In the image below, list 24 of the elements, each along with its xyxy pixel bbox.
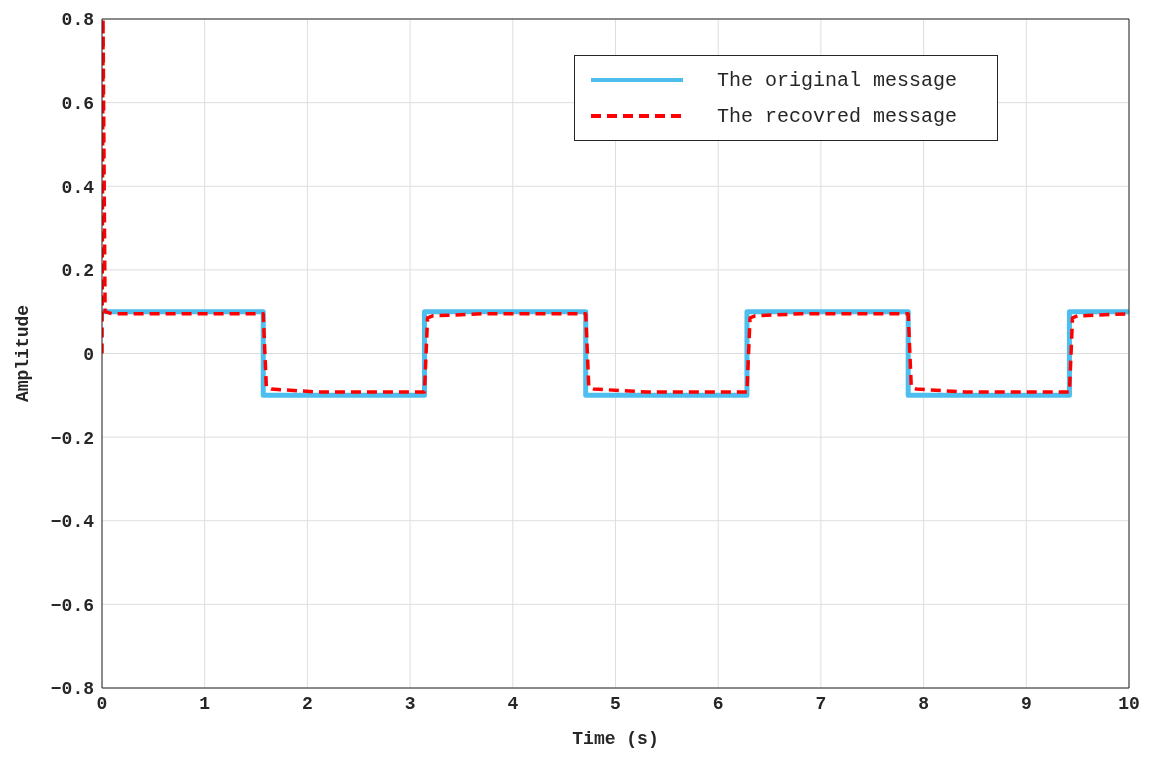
x-tick-label: 3 bbox=[404, 693, 416, 714]
legend-label: The original message bbox=[716, 68, 957, 92]
x-axis-title: Time (s) bbox=[572, 729, 659, 749]
y-tick-label: −0.2 bbox=[50, 428, 94, 449]
y-tick-label: −0.4 bbox=[50, 512, 95, 533]
y-tick-label: −0.8 bbox=[50, 679, 94, 700]
y-tick-label: 0 bbox=[83, 344, 94, 365]
x-tick-label: 7 bbox=[815, 693, 827, 714]
y-tick-label: 0.8 bbox=[61, 10, 94, 31]
x-tick-label: 6 bbox=[712, 693, 724, 714]
legend-label: The recovred message bbox=[716, 104, 957, 128]
x-tick-label: 0 bbox=[96, 693, 108, 714]
y-tick-label: 0.4 bbox=[61, 177, 95, 198]
y-axis-title: Amplitude bbox=[13, 304, 34, 403]
y-tick-label: −0.6 bbox=[50, 595, 94, 616]
y-tick-label: 0.2 bbox=[61, 261, 94, 282]
x-tick-label: 8 bbox=[918, 693, 930, 714]
x-tick-label: 4 bbox=[507, 693, 519, 714]
y-tick-label: 0.6 bbox=[61, 94, 94, 115]
x-tick-label: 10 bbox=[1118, 693, 1140, 714]
x-tick-label: 1 bbox=[199, 693, 211, 714]
x-tick-label: 9 bbox=[1020, 693, 1032, 714]
x-tick-label: 5 bbox=[610, 693, 621, 714]
x-tick-label: 2 bbox=[301, 693, 313, 714]
